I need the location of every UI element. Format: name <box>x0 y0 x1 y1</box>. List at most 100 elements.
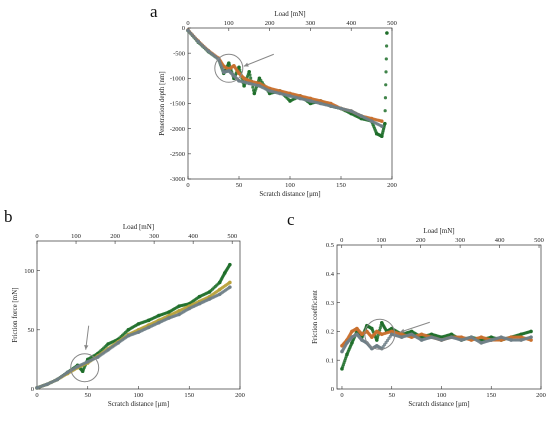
series-a-0 <box>186 28 389 139</box>
data-point <box>378 326 382 330</box>
x2-axis-title: Load [mN] <box>423 227 454 235</box>
x-tick-label: 150 <box>336 182 346 189</box>
x-tick-label: 50 <box>388 392 395 399</box>
panel-c: c 0 50 100 150 200 0 100 200 300 400 500 0 0.1 0.2 0.3… <box>287 210 546 408</box>
y-tick-label: 0.1 <box>326 357 334 364</box>
data-point <box>529 338 533 342</box>
x2-tick-label: 100 <box>71 233 81 240</box>
x2-tick-label: 100 <box>224 20 234 27</box>
series-b-0 <box>35 262 232 390</box>
x2-tick-label: 200 <box>416 237 426 244</box>
x2-tick-label: 100 <box>376 237 386 244</box>
y-axis-title: Friction coefficient <box>311 290 319 344</box>
x-axis-title: Scratch distance [μm] <box>259 190 320 198</box>
x2-tick-label: 400 <box>188 233 198 240</box>
x-tick-label: 50 <box>85 392 92 399</box>
y-tick-label: -500 <box>173 50 185 57</box>
y-tick-label: 0.2 <box>326 329 334 336</box>
panel-b: b 0 50 100 150 2000 100 200 300 400 500050100Scra… <box>4 207 245 408</box>
x2-axis-title: Load [mN] <box>274 10 305 18</box>
x-tick-label: 0 <box>35 392 38 399</box>
x2-tick-label: 500 <box>387 20 397 27</box>
x2-tick-label: 300 <box>455 237 465 244</box>
x-tick-label: 0 <box>186 182 189 189</box>
data-point <box>228 262 232 267</box>
x2-tick-label: 300 <box>306 20 316 27</box>
y-axis-title: Penetration depth [nm] <box>158 71 166 136</box>
panel-a-label: a <box>150 2 158 21</box>
data-point <box>529 329 533 334</box>
y-tick-label: -1500 <box>170 101 185 108</box>
panel-c-label: c <box>287 210 295 229</box>
data-point <box>385 31 389 35</box>
x2-tick-label: 0 <box>340 237 343 244</box>
x2-axis-title: Load [mN] <box>123 223 154 231</box>
panel-b-label: b <box>4 207 13 226</box>
x-tick-label: 150 <box>184 392 194 399</box>
highlight-circle <box>70 353 100 383</box>
x2-tick-label: 500 <box>227 233 237 240</box>
x2-tick-label: 200 <box>110 233 120 240</box>
x-tick-label: 200 <box>235 392 245 399</box>
arrow-head <box>243 62 249 67</box>
x-tick-label: 100 <box>134 392 144 399</box>
x2-tick-label: 500 <box>534 237 544 244</box>
x2-tick-label: 400 <box>346 20 356 27</box>
x-tick-label: 100 <box>285 182 295 189</box>
annotation-arrow <box>243 53 274 67</box>
series-b-2 <box>35 285 232 390</box>
x-tick-label: 100 <box>437 392 447 399</box>
arrow-head <box>399 328 405 333</box>
data-point <box>529 335 533 339</box>
data-point <box>251 85 255 89</box>
data-point <box>384 83 388 87</box>
x2-tick-label: 0 <box>35 233 38 240</box>
arrow-head <box>84 344 89 350</box>
data-point <box>383 121 387 126</box>
data-point <box>247 69 251 74</box>
data-point <box>380 124 384 128</box>
x-tick-label: 200 <box>387 182 397 189</box>
plot-frame <box>187 27 393 180</box>
x2-tick-label: 200 <box>265 20 275 27</box>
y-tick-label: -2500 <box>170 151 185 158</box>
data-point <box>384 57 388 61</box>
y-tick-label: 0 <box>331 386 334 393</box>
y-tick-label: 0 <box>31 386 34 393</box>
y-tick-label: -2000 <box>170 126 185 133</box>
y-tick-label: 0.4 <box>326 271 335 278</box>
data-point <box>249 76 253 80</box>
y-tick-label: 50 <box>28 327 35 334</box>
annotation-arrow <box>399 321 430 333</box>
data-point <box>237 65 241 70</box>
x-tick-label: 200 <box>536 392 546 399</box>
x-tick-label: 150 <box>486 392 496 399</box>
data-point <box>248 73 252 77</box>
data-point <box>383 109 387 113</box>
data-point <box>228 280 232 285</box>
y-axis-title: Friction force [mN] <box>11 287 19 342</box>
series-a-2 <box>186 28 384 128</box>
y-tick-label: 0 <box>182 25 185 32</box>
x-tick-label: 50 <box>236 182 243 189</box>
panel-a: a 0 50 100 150 200 0 100 200 300 400 500 0 -500 -1000… <box>150 2 397 198</box>
y-tick-label: 0.3 <box>326 300 334 307</box>
x-axis-title: Scratch distance [μm] <box>408 400 469 408</box>
x-tick-label: 0 <box>340 392 343 399</box>
plot-frame <box>36 240 241 390</box>
data-point <box>380 119 384 123</box>
series-a-1 <box>186 28 384 123</box>
x-axis-title: Scratch distance [μm] <box>108 400 169 408</box>
y-tick-label: -3000 <box>170 176 185 183</box>
data-point <box>228 285 232 289</box>
x2-tick-label: 400 <box>495 237 505 244</box>
y-tick-label: 0.5 <box>326 242 334 249</box>
data-point <box>384 70 388 74</box>
x2-tick-label: 0 <box>186 20 189 27</box>
highlight-circle <box>214 53 244 83</box>
data-point <box>385 44 389 48</box>
highlight-circle <box>364 318 396 350</box>
y-tick-label: 100 <box>24 268 34 275</box>
data-point <box>383 96 388 100</box>
